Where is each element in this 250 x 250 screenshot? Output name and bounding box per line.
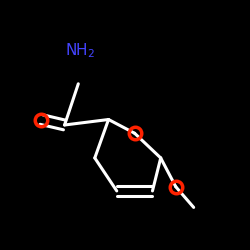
Text: NH$_2$: NH$_2$ <box>64 42 95 60</box>
